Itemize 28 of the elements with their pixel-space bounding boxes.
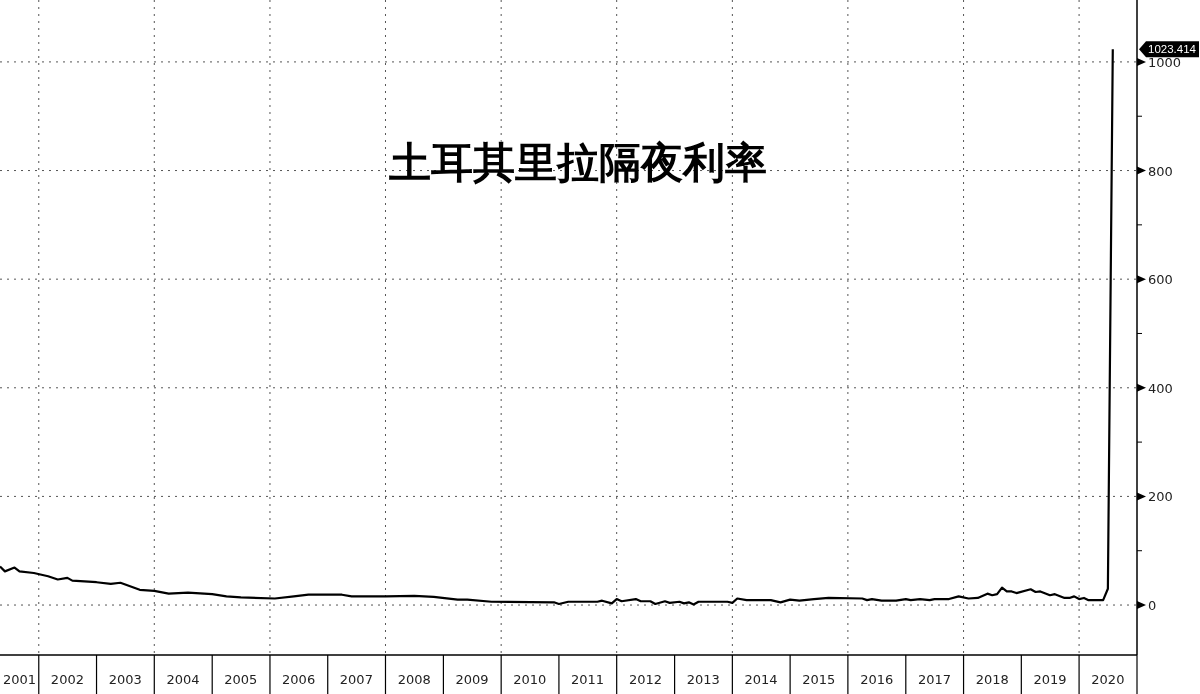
x-tick-label: 2011 xyxy=(571,672,605,687)
x-tick-label: 2020 xyxy=(1091,672,1125,687)
x-tick-label: 2003 xyxy=(108,672,142,687)
text: 土耳其里拉隔夜利率 xyxy=(388,138,767,187)
x-tick-label: 2010 xyxy=(513,672,547,687)
x-tick-label: 2014 xyxy=(744,672,778,687)
x-tick-label: 2015 xyxy=(802,672,836,687)
x-tick-label: 2019 xyxy=(1033,672,1067,687)
x-tick-label: 2017 xyxy=(917,672,951,687)
x-tick-label: 2006 xyxy=(282,672,316,687)
y-tick-label: 400 xyxy=(1148,380,1173,396)
x-tick-label: 2004 xyxy=(166,672,200,687)
x-tick-label: 2002 xyxy=(50,672,84,687)
x-tick-label: 2013 xyxy=(686,672,720,687)
x-tick-label: 2009 xyxy=(455,672,489,687)
x-tick-label: 2001 xyxy=(3,672,37,687)
y-tick-label: 1000 xyxy=(1148,54,1182,70)
y-tick-label: 600 xyxy=(1148,272,1173,288)
x-tick-label: 2018 xyxy=(975,672,1009,687)
text: 1023.414 xyxy=(1148,43,1197,56)
x-tick-label: 2007 xyxy=(339,672,373,687)
y-tick-label: 0 xyxy=(1148,598,1157,614)
x-tick-label: 2005 xyxy=(224,672,258,687)
y-tick-label: 800 xyxy=(1148,163,1173,179)
x-tick-label: 2016 xyxy=(860,672,894,687)
y-tick-label: 200 xyxy=(1148,489,1173,505)
x-tick-label: 2012 xyxy=(628,672,663,687)
x-tick-label: 2008 xyxy=(397,672,431,687)
